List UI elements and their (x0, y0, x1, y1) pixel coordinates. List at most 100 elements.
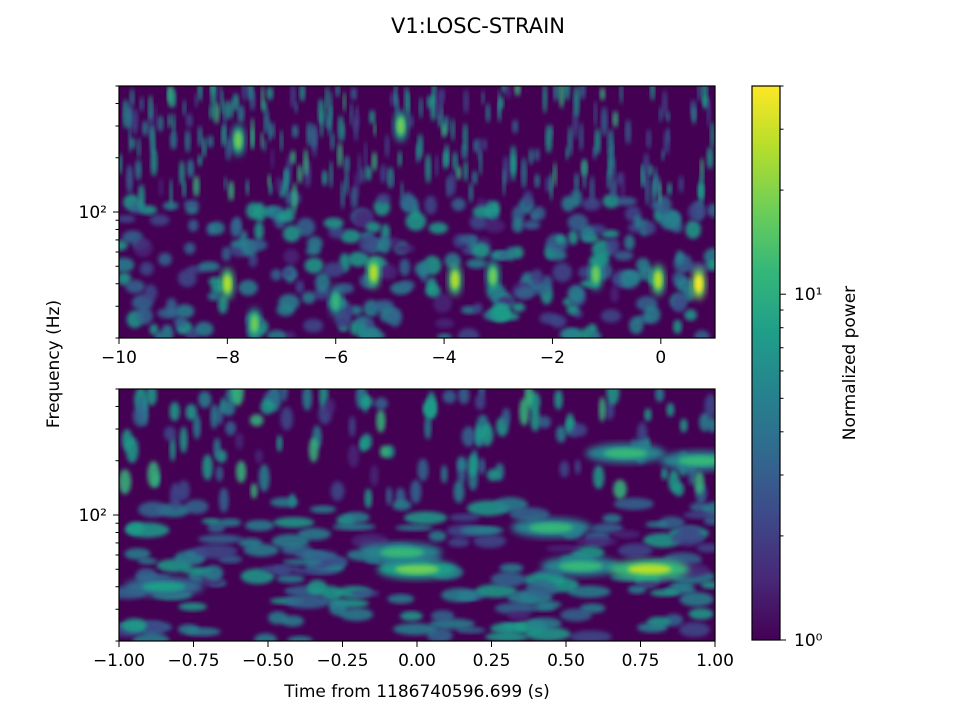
noise-mark (600, 309, 622, 323)
noise-mark (658, 181, 662, 207)
noise-mark (511, 119, 519, 134)
noise-mark (619, 269, 640, 289)
noise-mark (290, 150, 296, 165)
noise-mark (228, 99, 234, 120)
noise-mark (524, 389, 533, 407)
noise-mark (565, 145, 569, 161)
noise-mark (249, 414, 264, 427)
noise-mark (604, 400, 615, 420)
noise-mark (509, 145, 517, 175)
noise-mark (246, 239, 268, 252)
noise-mark (440, 588, 478, 603)
noise-mark (209, 221, 225, 235)
noise-mark (400, 280, 415, 291)
noise-mark (606, 237, 620, 255)
hotspot-core (234, 131, 243, 150)
noise-mark (350, 87, 357, 101)
noise-mark (567, 585, 611, 598)
y-tick-label: 10² (79, 506, 107, 526)
noise-mark (505, 247, 516, 261)
noise-mark (425, 153, 432, 184)
noise-mark (410, 479, 422, 504)
noise-mark (137, 501, 169, 518)
noise-mark (135, 307, 154, 325)
noise-mark (322, 262, 345, 278)
noise-mark (232, 216, 242, 234)
noise-mark (121, 618, 147, 633)
noise-mark (297, 164, 303, 184)
noise-mark (575, 537, 618, 546)
noise-mark (502, 168, 506, 197)
noise-mark (393, 244, 416, 253)
noise-mark (710, 121, 715, 150)
noise-mark (442, 150, 449, 170)
noise-mark (301, 291, 316, 304)
noise-mark (550, 314, 567, 329)
noise-mark (523, 190, 533, 208)
noise-mark (342, 511, 370, 524)
bottom-y-ticks: 10² (79, 388, 119, 642)
top-heatmap-marks (119, 86, 715, 338)
noise-mark (119, 214, 136, 223)
noise-mark (545, 124, 553, 154)
noise-mark (483, 219, 505, 233)
noise-mark (185, 113, 193, 128)
noise-mark (598, 396, 606, 422)
noise-mark (468, 182, 474, 203)
noise-mark (184, 129, 191, 153)
noise-mark (649, 589, 680, 597)
noise-mark (400, 192, 415, 210)
noise-mark (706, 146, 714, 170)
noise-mark (319, 111, 324, 139)
noise-mark (469, 214, 488, 230)
noise-mark (672, 319, 683, 334)
noise-mark (325, 86, 330, 117)
noise-mark (332, 523, 376, 531)
noise-mark (347, 251, 369, 267)
noise-mark (646, 128, 652, 150)
noise-mark (644, 221, 657, 235)
noise-mark (666, 402, 675, 417)
noise-mark (602, 194, 621, 209)
noise-mark (505, 86, 512, 100)
noise-mark (602, 513, 622, 524)
noise-mark (507, 611, 531, 621)
noise-mark (358, 235, 381, 254)
noise-mark (213, 101, 220, 124)
noise-mark (397, 150, 402, 168)
top-y-ticks: 10² (79, 85, 119, 339)
noise-mark (249, 89, 256, 111)
noise-mark (124, 548, 151, 560)
noise-mark (658, 106, 663, 123)
noise-mark (400, 181, 404, 199)
noise-mark (542, 86, 548, 114)
noise-mark (183, 199, 200, 209)
x-tick-label: −4 (432, 348, 457, 368)
noise-mark (610, 285, 619, 303)
noise-mark (436, 333, 452, 338)
noise-mark (624, 234, 635, 251)
bottom-x-ticks: −1.00 −0.75 −0.50 −0.25 0.00 0.25 0.50 0.75 1.00 (93, 641, 734, 671)
noise-mark (521, 156, 527, 189)
colorbar-label: Normalized power (840, 286, 860, 440)
noise-mark (466, 258, 487, 269)
noise-mark (514, 86, 521, 97)
noise-mark (434, 154, 439, 178)
noise-mark (167, 113, 172, 129)
noise-mark (270, 497, 299, 508)
noise-mark (463, 88, 469, 114)
noise-mark (559, 608, 593, 622)
noise-mark (530, 268, 544, 288)
hotspot-core (396, 116, 405, 135)
noise-mark (137, 184, 145, 212)
noise-mark (403, 511, 448, 525)
noise-mark (290, 86, 296, 109)
noise-mark (241, 86, 248, 102)
hotspot-core (654, 270, 663, 289)
noise-mark (417, 458, 429, 482)
noise-mark (617, 543, 653, 558)
noise-mark (221, 124, 227, 148)
noise-mark (538, 415, 552, 429)
noise-mark (462, 123, 468, 150)
